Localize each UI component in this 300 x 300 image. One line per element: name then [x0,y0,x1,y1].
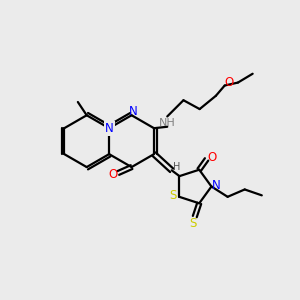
Text: S: S [169,189,177,202]
Text: N: N [212,178,221,191]
Text: O: O [207,152,217,164]
Text: NH: NH [159,118,175,128]
Text: N: N [129,105,137,118]
Text: O: O [224,76,233,89]
Text: O: O [108,168,118,181]
Text: N: N [105,122,113,135]
Text: H: H [173,162,181,172]
Text: S: S [190,217,197,230]
